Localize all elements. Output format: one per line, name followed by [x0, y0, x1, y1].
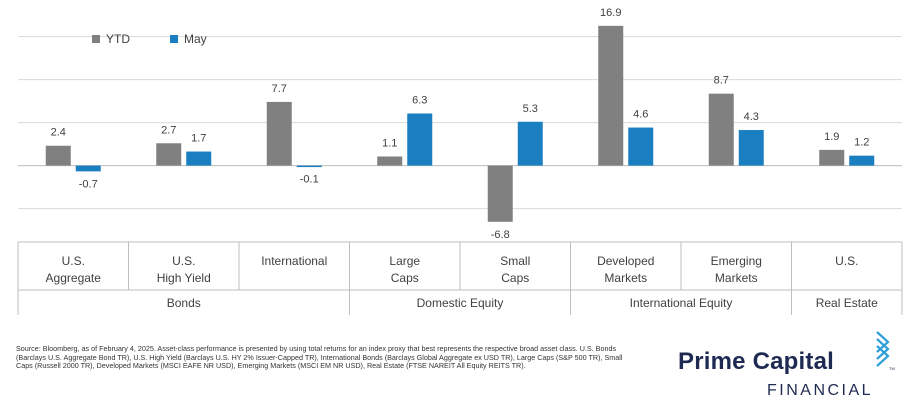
bar-ytd [45, 145, 71, 166]
category-label: Markets [715, 271, 758, 285]
group-label: Domestic Equity [417, 296, 504, 310]
chart: 2.4 2.7 7.7 1.1 -6.8 16.9 8.7 1.9 -0.7 1.7 -0.1 6.3… [17, 7, 903, 315]
data-label-ytd: 8.7 [714, 75, 729, 87]
group-label: Bonds [167, 296, 201, 310]
data-label-may: 5.3 [523, 103, 538, 115]
category-label: Emerging [711, 254, 762, 268]
bar-may [849, 155, 875, 166]
data-labels: 2.4 2.7 7.7 1.1 -6.8 16.9 8.7 1.9 -0.7 1.7 -0.1 6.3… [51, 7, 870, 241]
data-label-may: 1.2 [854, 137, 869, 149]
data-label-ytd: 2.4 [51, 127, 66, 139]
data-label-ytd: -6.8 [491, 229, 510, 241]
category-label: U.S. [62, 254, 85, 268]
gridlines [18, 36, 902, 210]
category-label: High Yield [157, 271, 211, 285]
data-label-may: 1.7 [191, 133, 206, 145]
data-label-may: 6.3 [412, 94, 427, 106]
group-label: Real Estate [816, 296, 878, 310]
category-label: Large [389, 254, 420, 268]
logo-chevron-icon: TM [876, 331, 895, 371]
bars [45, 25, 875, 222]
bar-ytd [487, 165, 513, 222]
category-label: Markets [604, 271, 647, 285]
bar-ytd [377, 156, 403, 166]
group-label: International Equity [630, 296, 733, 310]
category-label: Small [500, 254, 530, 268]
category-label: U.S. [172, 254, 195, 268]
bar-may [186, 151, 212, 166]
data-label-may: 4.3 [744, 111, 759, 123]
data-label-ytd: 1.1 [382, 137, 397, 149]
bar-ytd [708, 93, 734, 166]
category-label: Caps [391, 271, 419, 285]
bar-ytd [266, 101, 292, 166]
bar-ytd [156, 143, 182, 166]
data-label-may: -0.1 [300, 173, 319, 185]
logo: Prime Capital FINANCIAL TM [678, 330, 908, 410]
bar-may [296, 165, 322, 168]
data-label-may: -0.7 [79, 178, 98, 190]
data-label-ytd: 1.9 [824, 131, 839, 143]
bar-may [517, 121, 543, 166]
bar-may [738, 130, 764, 166]
bar-may [628, 127, 654, 166]
logo-name: Prime Capital [678, 348, 834, 375]
legend-label-may: May [184, 32, 207, 46]
logo-trademark: TM [889, 366, 895, 371]
bar-may [407, 113, 433, 166]
legend-swatch-ytd [92, 35, 100, 43]
data-label-ytd: 7.7 [272, 83, 287, 95]
category-label: Aggregate [46, 271, 102, 285]
bar-ytd [598, 25, 624, 166]
data-label-ytd: 2.7 [161, 124, 176, 136]
category-label: Caps [501, 271, 529, 285]
logo-subtitle: FINANCIAL [767, 382, 874, 399]
category-label: U.S. [835, 254, 858, 268]
bar-ytd [819, 149, 845, 166]
legend-swatch-may [170, 35, 178, 43]
legend: YTD May [92, 32, 207, 46]
data-label-may: 4.6 [633, 109, 648, 121]
data-label-ytd: 16.9 [600, 7, 621, 19]
legend-label-ytd: YTD [106, 32, 130, 46]
source-note: Source: Bloomberg, as of February 4, 202… [16, 344, 623, 371]
bar-may [75, 165, 101, 172]
category-axis: U.S. Aggregate U.S. High Yield International… [17, 241, 903, 315]
category-label: Developed [597, 254, 654, 268]
category-label: International [261, 254, 327, 268]
